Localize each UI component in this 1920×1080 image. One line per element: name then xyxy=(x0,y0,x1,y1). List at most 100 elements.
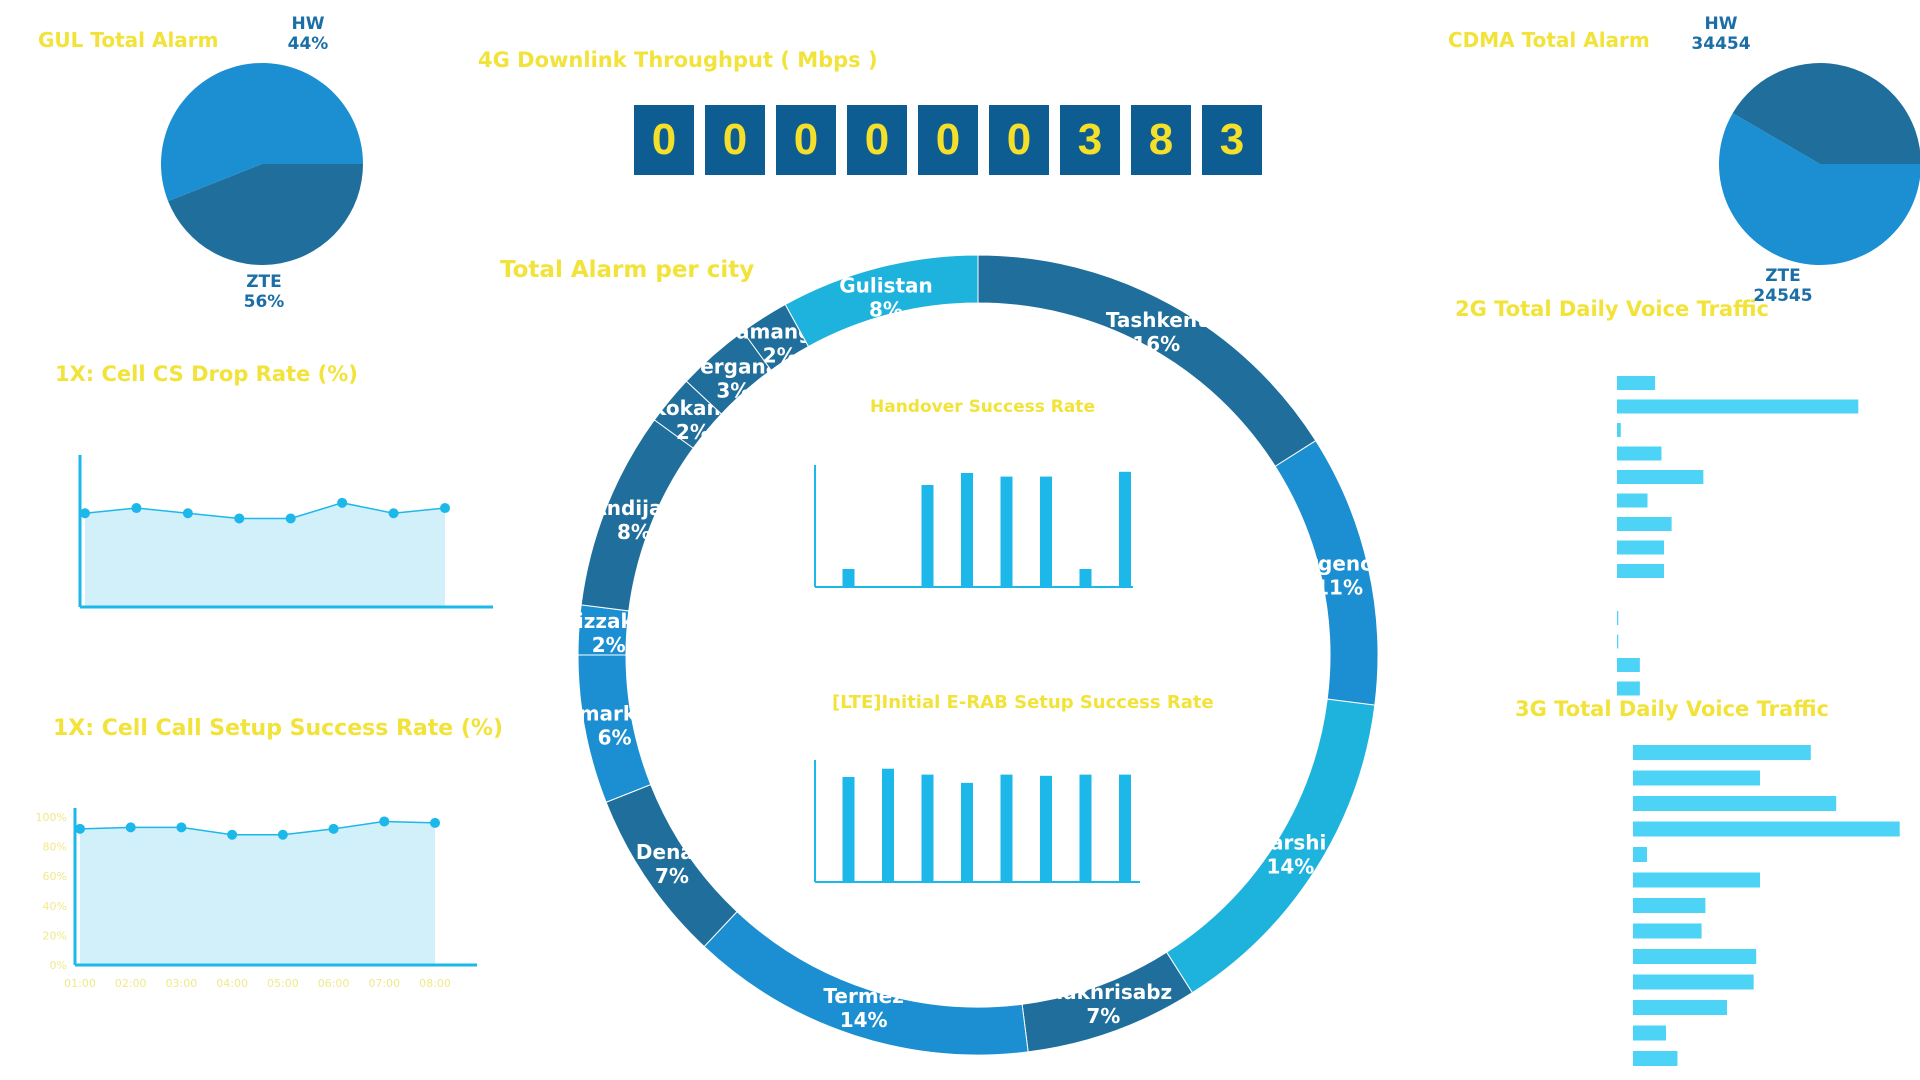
x-tick-label: 03:00 xyxy=(166,977,198,990)
bar xyxy=(1633,847,1647,862)
digit: 3 xyxy=(1060,105,1120,175)
donut-label-name: Denau xyxy=(636,840,708,864)
donut-label-value: 2% xyxy=(592,633,626,657)
donut-label-value: 14% xyxy=(1266,854,1314,878)
digit: 0 xyxy=(776,105,836,175)
cs-drop-title: 1X: Cell CS Drop Rate (%) xyxy=(55,362,358,386)
call-setup-area-chart: 0% 20% 40% 60% 80% 100% 01:00 02:00 03:00 04:00 05… xyxy=(36,808,477,990)
donut-label-name: Urgench xyxy=(1292,551,1386,575)
call-setup-title: 1X: Cell Call Setup Success Rate (%) xyxy=(53,716,504,741)
bar xyxy=(1633,1000,1727,1015)
bar xyxy=(1617,376,1656,390)
bar xyxy=(1633,796,1837,811)
donut-label-value: 11% xyxy=(1315,575,1363,599)
series-line xyxy=(79,820,436,836)
bar xyxy=(1617,564,1664,578)
data-point xyxy=(277,829,288,840)
pie-label-name: ZTE xyxy=(1765,266,1801,286)
donut-label-value: 6% xyxy=(598,725,632,749)
donut-label-value: 16% xyxy=(1132,332,1180,356)
cdma-alarm-pie xyxy=(1719,63,1920,265)
bar xyxy=(882,768,894,882)
data-point xyxy=(234,513,245,524)
cdma-hw-label: HW 34454 xyxy=(1676,14,1766,54)
bar xyxy=(921,485,934,587)
y-tick-label: 100% xyxy=(36,811,67,824)
cdma-alarm-title: CDMA Total Alarm xyxy=(1448,28,1650,52)
data-point xyxy=(131,503,142,514)
bar xyxy=(1040,476,1052,587)
donut-label-value: 14% xyxy=(840,1008,888,1032)
pie-label-value: 56% xyxy=(243,292,285,312)
donut-label-name: Karshi xyxy=(1254,830,1326,854)
bar xyxy=(1617,517,1672,531)
handover-title: Handover Success Rate xyxy=(870,397,1095,417)
donut-label-value: 2% xyxy=(763,344,797,368)
donut-label-name: Tashkent xyxy=(1106,308,1207,332)
digit: 0 xyxy=(705,105,765,175)
bar xyxy=(1633,821,1900,837)
bar xyxy=(1617,423,1621,437)
data-point xyxy=(379,816,390,827)
donut-label-value: 8% xyxy=(617,520,651,544)
data-point xyxy=(176,822,187,833)
data-point xyxy=(182,508,193,519)
voice-3g-bar-chart xyxy=(1633,745,1900,1066)
y-tick-label: 80% xyxy=(43,841,67,854)
bar xyxy=(1633,745,1811,760)
digit: 0 xyxy=(989,105,1049,175)
bar xyxy=(961,473,973,587)
digit: 3 xyxy=(1202,105,1262,175)
pie-label-name: HW xyxy=(1704,14,1738,34)
digit: 0 xyxy=(634,105,694,175)
bar xyxy=(1617,493,1648,508)
bar xyxy=(1633,949,1757,964)
bar xyxy=(1633,1025,1667,1041)
donut-label-value: 2% xyxy=(676,420,710,444)
bar xyxy=(1633,898,1706,913)
data-point xyxy=(125,822,136,833)
bar xyxy=(1617,446,1662,461)
donut-segment xyxy=(784,254,979,348)
x-tick-label: 05:00 xyxy=(267,977,299,990)
pie-label-value: 44% xyxy=(287,34,329,54)
bar xyxy=(1617,681,1640,696)
gul-alarm-pie xyxy=(161,63,363,266)
bar xyxy=(1119,774,1131,882)
area-fill xyxy=(85,502,445,607)
bar xyxy=(1617,399,1859,414)
voice-2g-title: 2G Total Daily Voice Traffic xyxy=(1455,297,1769,321)
bar xyxy=(1079,774,1092,882)
data-point xyxy=(440,503,450,514)
pie-slice xyxy=(1732,63,1920,164)
bar xyxy=(1617,540,1664,555)
bar xyxy=(1119,471,1131,587)
donut-label-name: Shakhrisabz xyxy=(1034,980,1172,1004)
donut-label-name: Samarkand xyxy=(551,701,678,725)
donut-label-value: 3% xyxy=(716,378,750,402)
cs-drop-area-chart xyxy=(78,455,493,609)
area-fill xyxy=(80,821,435,965)
data-point xyxy=(388,508,399,519)
y-tick-label: 20% xyxy=(43,929,67,942)
bar xyxy=(1000,476,1013,587)
bar xyxy=(1633,974,1754,990)
donut-label-value: 7% xyxy=(655,864,689,888)
data-point xyxy=(227,829,238,840)
pie-slice xyxy=(1719,113,1920,265)
bar xyxy=(1040,775,1052,882)
voice-3g-title: 3G Total Daily Voice Traffic xyxy=(1515,697,1829,721)
data-point xyxy=(75,823,85,834)
donut-segment xyxy=(977,254,1317,468)
digit: 0 xyxy=(918,105,978,175)
y-tick-label: 40% xyxy=(43,900,67,913)
pie-label-name: HW xyxy=(291,14,325,34)
throughput-title: 4G Downlink Throughput ( Mbps ) xyxy=(478,48,878,72)
throughput-counter: 0 0 0 0 0 0 3 8 3 xyxy=(634,105,1273,175)
series-line xyxy=(84,502,446,520)
gul-zte-label: ZTE 56% xyxy=(224,272,304,312)
x-tick-label: 08:00 xyxy=(419,977,451,990)
data-point xyxy=(285,513,296,524)
bar xyxy=(1633,1051,1678,1066)
